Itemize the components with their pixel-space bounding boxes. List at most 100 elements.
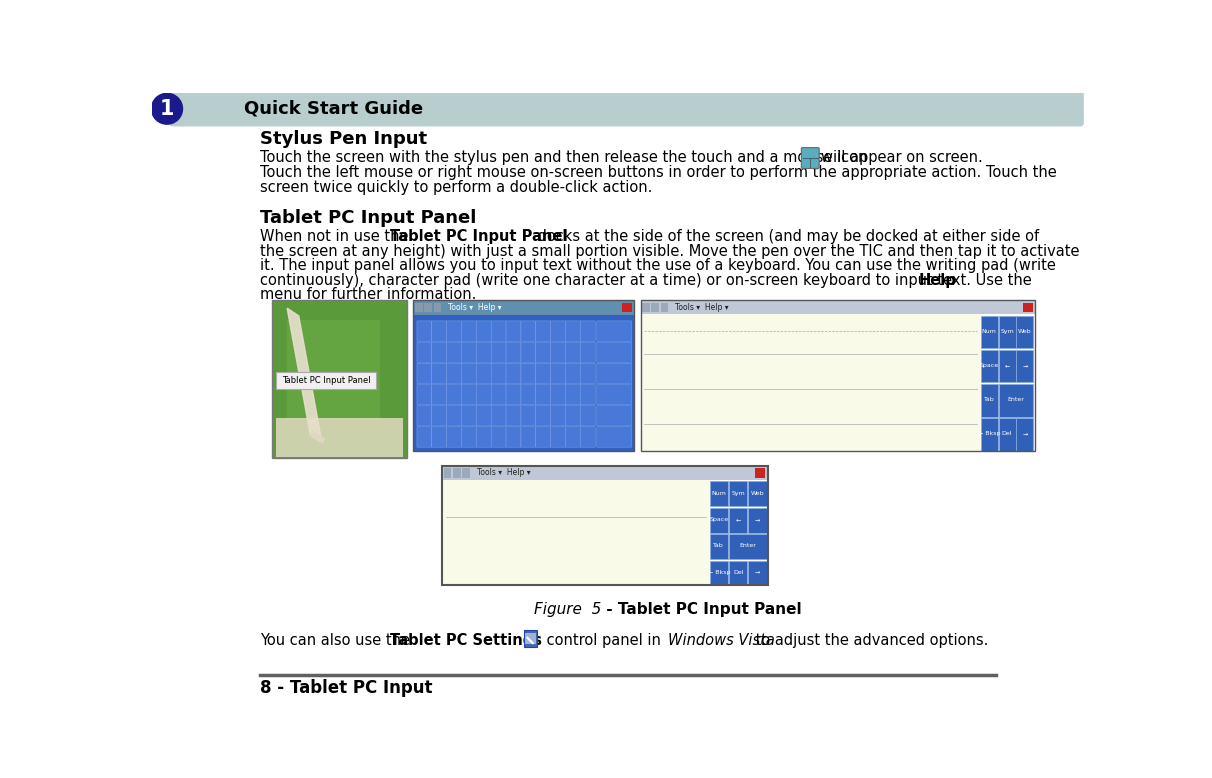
FancyBboxPatch shape (507, 321, 521, 342)
FancyBboxPatch shape (462, 427, 476, 447)
Text: Tools ▾  Help ▾: Tools ▾ Help ▾ (675, 303, 730, 312)
Text: Tools ▾  Help ▾: Tools ▾ Help ▾ (448, 303, 502, 312)
Text: Sym: Sym (731, 491, 745, 496)
Bar (271, 300, 407, 458)
FancyBboxPatch shape (447, 321, 462, 342)
Bar (622, 303, 631, 312)
FancyBboxPatch shape (507, 363, 521, 384)
Text: →: → (1022, 431, 1028, 436)
Text: ←: ← (1005, 363, 1010, 368)
FancyBboxPatch shape (491, 342, 507, 363)
Text: Tab: Tab (984, 397, 995, 402)
FancyBboxPatch shape (491, 321, 507, 342)
FancyBboxPatch shape (596, 427, 631, 447)
FancyBboxPatch shape (462, 342, 476, 363)
FancyBboxPatch shape (491, 405, 507, 426)
Bar (999, 418, 1016, 450)
FancyBboxPatch shape (476, 384, 491, 405)
Text: Web: Web (1018, 329, 1031, 334)
Text: - Tablet PC Input Panel: - Tablet PC Input Panel (601, 602, 801, 617)
FancyBboxPatch shape (581, 405, 595, 426)
FancyBboxPatch shape (536, 405, 550, 426)
Bar (709, 534, 728, 559)
FancyBboxPatch shape (536, 342, 550, 363)
FancyBboxPatch shape (447, 405, 462, 426)
Text: Touch the left mouse or right mouse on-screen buttons in order to perform the ap: Touch the left mouse or right mouse on-s… (261, 165, 1057, 180)
Text: Stylus Pen Input: Stylus Pen Input (261, 131, 427, 149)
Bar (415, 303, 423, 312)
Bar (424, 303, 431, 312)
Bar (442, 480, 709, 585)
Bar (728, 482, 748, 506)
Text: →: → (755, 517, 760, 522)
Bar (434, 303, 441, 312)
FancyBboxPatch shape (801, 148, 819, 168)
Circle shape (152, 93, 183, 124)
Bar (999, 350, 1016, 383)
FancyBboxPatch shape (581, 363, 595, 384)
Text: to adjust the advanced options.: to adjust the advanced options. (751, 633, 989, 648)
Bar (748, 561, 767, 585)
FancyBboxPatch shape (447, 363, 462, 384)
Bar (444, 468, 451, 478)
Text: Num: Num (982, 329, 996, 334)
Text: Touch the screen with the stylus pen and then release the touch and a mouse icon: Touch the screen with the stylus pen and… (261, 150, 868, 166)
Text: docks at the side of the screen (and may be docked at either side of: docks at the side of the screen (and may… (533, 229, 1039, 244)
Bar (728, 508, 748, 533)
Text: →: → (755, 569, 760, 575)
Bar (1023, 303, 1033, 312)
FancyBboxPatch shape (447, 427, 462, 447)
FancyBboxPatch shape (417, 427, 431, 447)
Bar (413, 300, 634, 314)
FancyBboxPatch shape (431, 342, 447, 363)
Text: control panel in: control panel in (542, 633, 665, 648)
FancyBboxPatch shape (566, 427, 581, 447)
Text: Tablet PC Input Panel: Tablet PC Input Panel (261, 209, 476, 227)
Bar (999, 384, 1034, 416)
FancyBboxPatch shape (507, 405, 521, 426)
Bar (999, 316, 1016, 349)
Text: will appear on screen.: will appear on screen. (821, 150, 983, 166)
Text: When not in use the: When not in use the (261, 229, 413, 244)
Bar (748, 508, 767, 533)
FancyBboxPatch shape (550, 427, 566, 447)
Text: Tools ▾  Help ▾: Tools ▾ Help ▾ (478, 468, 531, 478)
FancyBboxPatch shape (462, 321, 476, 342)
FancyBboxPatch shape (550, 384, 566, 405)
FancyBboxPatch shape (476, 427, 491, 447)
FancyBboxPatch shape (521, 427, 536, 447)
FancyBboxPatch shape (566, 342, 581, 363)
FancyBboxPatch shape (431, 384, 447, 405)
FancyBboxPatch shape (447, 384, 462, 405)
FancyBboxPatch shape (566, 384, 581, 405)
Text: You can also use the: You can also use the (261, 633, 415, 648)
FancyBboxPatch shape (431, 363, 447, 384)
FancyBboxPatch shape (476, 405, 491, 426)
Bar (525, 633, 536, 644)
Text: Del: Del (733, 569, 743, 575)
Bar (640, 300, 1035, 314)
Bar (1017, 350, 1034, 383)
Bar (981, 316, 997, 349)
FancyBboxPatch shape (491, 384, 507, 405)
FancyBboxPatch shape (170, 91, 1084, 127)
Text: screen twice quickly to perform a double-click action.: screen twice quickly to perform a double… (261, 180, 652, 194)
Text: Windows Vista: Windows Vista (668, 633, 774, 648)
Text: Web: Web (750, 491, 765, 496)
FancyBboxPatch shape (521, 384, 536, 405)
Text: the screen at any height) with just a small portion visible. Move the pen over t: the screen at any height) with just a sm… (261, 244, 1080, 258)
Polygon shape (287, 308, 322, 443)
FancyBboxPatch shape (431, 427, 447, 447)
FancyBboxPatch shape (536, 384, 550, 405)
Bar (981, 384, 997, 416)
FancyBboxPatch shape (476, 363, 491, 384)
FancyBboxPatch shape (521, 321, 536, 342)
Bar (748, 482, 767, 506)
FancyBboxPatch shape (491, 363, 507, 384)
FancyBboxPatch shape (462, 405, 476, 426)
FancyBboxPatch shape (536, 427, 550, 447)
FancyBboxPatch shape (507, 342, 521, 363)
Bar (981, 418, 997, 450)
Text: continuously), character pad (write one character at a time) or on-screen keyboa: continuously), character pad (write one … (261, 273, 1036, 288)
Text: Del: Del (1002, 431, 1012, 436)
